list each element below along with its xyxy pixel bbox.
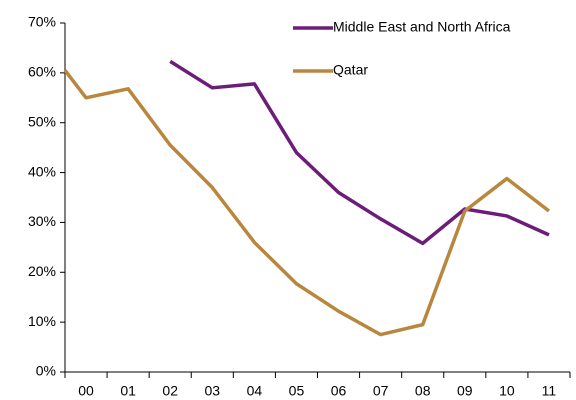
y-tick-label: 0% [36, 363, 56, 379]
x-tick-label: 06 [331, 383, 347, 399]
x-tick-label: 07 [373, 383, 389, 399]
series-line [63, 69, 551, 337]
y-tick-label: 20% [28, 263, 56, 279]
series-line [169, 59, 550, 246]
x-tick-label: 05 [289, 383, 305, 399]
y-tick-label: 60% [28, 64, 56, 80]
x-tick-label: 01 [120, 383, 136, 399]
x-tick-label: 03 [205, 383, 221, 399]
x-tick-label: 02 [162, 383, 178, 399]
legend-label: Qatar [333, 62, 368, 78]
y-tick-label: 30% [28, 213, 56, 229]
y-tick-label: 50% [28, 113, 56, 129]
x-tick-label: 04 [247, 383, 263, 399]
y-tick-label: 70% [28, 14, 56, 30]
x-tick-label: 11 [542, 383, 557, 399]
x-tick-label: 10 [499, 383, 515, 399]
x-tick-label: 00 [78, 383, 94, 399]
legend-label: Middle East and North Africa [333, 19, 511, 35]
x-tick-label: 08 [415, 383, 431, 399]
x-tick-label: 09 [457, 383, 473, 399]
y-tick-label: 40% [28, 163, 56, 179]
y-tick-label: 10% [28, 313, 56, 329]
